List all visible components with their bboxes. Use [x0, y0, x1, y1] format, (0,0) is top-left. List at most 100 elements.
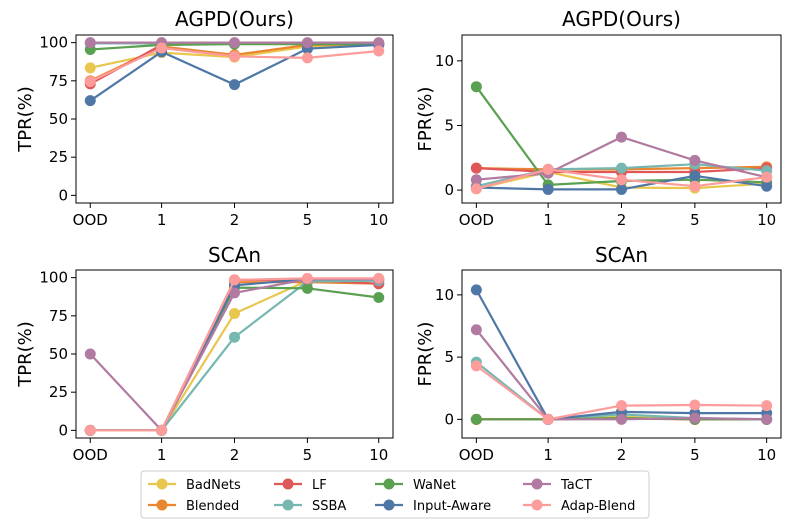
y-tick-label: 5	[444, 116, 454, 134]
series-line-adap-blend	[90, 277, 379, 432]
data-point-tact	[689, 154, 701, 166]
legend-item-wanet: WaNet	[375, 478, 456, 493]
data-point-adap-blend	[156, 424, 168, 436]
series-line-input-aware	[90, 278, 379, 432]
legend-marker	[531, 478, 543, 490]
x-tick-label: 1	[157, 446, 167, 464]
y-tick-label: 0	[444, 410, 454, 428]
data-point-tact	[616, 413, 627, 425]
x-tick-label: 1	[543, 211, 553, 229]
y-tick-label: 5	[444, 348, 454, 366]
y-tick-label: 100	[39, 34, 68, 52]
data-point-adap-blend	[542, 413, 554, 425]
legend-marker	[156, 499, 168, 511]
data-point-adap-blend	[301, 272, 313, 284]
y-tick-label: 50	[49, 345, 68, 363]
data-point-adap-blend	[373, 272, 385, 284]
data-point-input-aware	[229, 79, 240, 91]
legend-item-tact: TaCT	[523, 478, 592, 493]
legend-label: Input-Aware	[413, 499, 491, 514]
data-point-wanet	[373, 291, 385, 303]
y-axis-label: FPR(%)	[415, 322, 436, 387]
x-tick-label: 10	[369, 211, 388, 229]
legend: BadNets Blended LF SSBA WaNet Input-Aware TaCT…	[140, 470, 650, 519]
chart-title: AGPD(Ours)	[562, 7, 681, 31]
data-point-tact	[301, 37, 313, 49]
data-point-adap-blend	[229, 50, 240, 62]
y-tick-label: 25	[49, 383, 68, 401]
legend-marker	[383, 478, 395, 490]
data-point-tact	[616, 131, 627, 143]
data-point-input-aware	[761, 180, 773, 192]
data-point-input-aware	[84, 95, 96, 107]
data-point-adap-blend	[689, 180, 701, 192]
data-point-tact	[470, 174, 482, 186]
data-point-tact	[84, 37, 96, 49]
legend-item-lf: LF	[274, 478, 327, 493]
legend-marker	[156, 478, 168, 490]
x-tick-label: 10	[757, 211, 776, 229]
chart-title: SCAn	[595, 243, 648, 267]
data-point-adap-blend	[84, 424, 96, 436]
series-line-blended	[90, 281, 379, 432]
data-point-tact	[84, 348, 96, 360]
legend-item-ssba: SSBA	[274, 499, 346, 514]
data-point-tact	[761, 413, 773, 425]
data-point-adap-blend	[301, 52, 313, 64]
data-point-adap-blend	[156, 42, 168, 54]
x-tick-label: 2	[230, 446, 240, 464]
series-line-badnets	[90, 279, 379, 432]
legend-item-badnets: BadNets	[148, 478, 241, 493]
x-tick-label: 5	[303, 446, 313, 464]
chart-title: SCAn	[208, 243, 261, 267]
legend-label: BadNets	[186, 478, 241, 493]
data-point-adap-blend	[689, 399, 701, 411]
data-point-adap-blend	[470, 360, 482, 372]
data-point-input-aware	[689, 170, 701, 182]
legend-label: Adap-Blend	[561, 499, 635, 514]
y-tick-label: 0	[58, 186, 68, 204]
legend-marker	[282, 478, 294, 490]
legend-label: Blended	[186, 499, 239, 514]
data-point-ssba	[616, 162, 627, 174]
legend-marker	[282, 499, 294, 511]
data-point-badnets	[229, 308, 240, 320]
legend-label: LF	[312, 478, 327, 493]
legend-marker	[531, 499, 543, 511]
legend-item-adap-blend: Adap-Blend	[523, 499, 635, 514]
chart-panel-4: SCAn FPR(%) 0 5 10 OOD 1 2 5 10	[415, 243, 782, 464]
x-tick-label: 1	[543, 446, 553, 464]
legend-item-input-aware: Input-Aware	[375, 499, 491, 514]
x-tick-label: OOD	[459, 446, 494, 464]
data-point-input-aware	[470, 284, 482, 296]
data-point-tact	[229, 287, 240, 299]
data-point-tact	[373, 37, 385, 49]
legend-marker	[383, 499, 395, 511]
data-point-adap-blend	[616, 400, 627, 412]
data-point-badnets	[84, 62, 96, 74]
y-axis-label: TPR(%)	[15, 321, 36, 388]
x-tick-label: 2	[617, 211, 627, 229]
x-tick-label: 2	[230, 211, 240, 229]
data-point-wanet	[301, 282, 313, 294]
chart-title: AGPD(Ours)	[175, 7, 294, 31]
data-point-lf	[470, 162, 482, 174]
data-point-wanet	[470, 81, 482, 93]
data-point-wanet	[470, 413, 482, 425]
series-line-tact	[89, 278, 379, 433]
x-tick-label: 10	[369, 446, 388, 464]
series-line-ssba	[90, 279, 379, 432]
legend-item-blended: Blended	[148, 499, 239, 514]
y-tick-label: 75	[49, 307, 68, 325]
legend-label: TaCT	[560, 478, 592, 493]
x-tick-label: 1	[157, 211, 167, 229]
data-point-input-aware	[542, 183, 554, 195]
series-line-lf	[90, 278, 379, 432]
chart-panel-2: AGPD(Ours) FPR(%) 0 5 10 OOD 1 2 5 10	[415, 7, 782, 229]
data-point-input-aware	[616, 183, 627, 195]
y-tick-label: 75	[49, 72, 68, 90]
x-tick-label: 5	[690, 211, 700, 229]
legend-label: WaNet	[413, 478, 456, 493]
